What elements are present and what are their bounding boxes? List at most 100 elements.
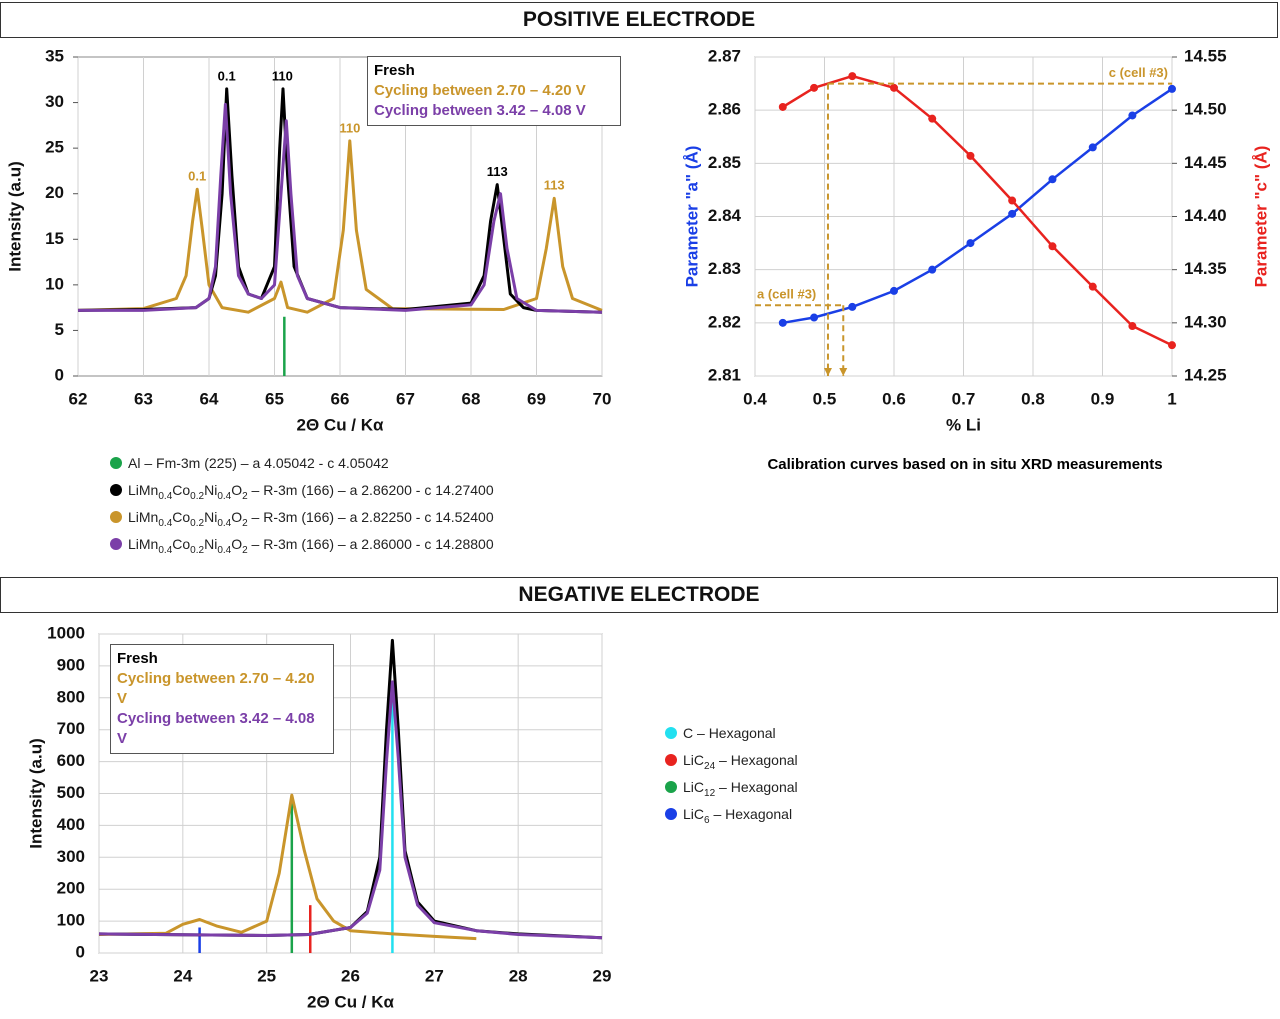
- y2-tick-label: 14.45: [1184, 153, 1227, 172]
- phase-marker: [665, 727, 677, 739]
- formula-part: 12: [704, 787, 716, 799]
- phase-description: – Hexagonal: [709, 806, 793, 822]
- data-point: [928, 265, 937, 274]
- calibration-label: a (cell #3): [757, 287, 816, 302]
- phase-description: – Hexagonal: [693, 725, 776, 741]
- phase-marker: [665, 754, 677, 766]
- phase-description: – R-3m (166) – a 2.86000 - c 14.28800: [247, 536, 494, 552]
- formula-part: 2: [242, 517, 248, 529]
- data-point: [890, 286, 898, 295]
- y2-tick-label: 14.50: [1184, 100, 1227, 119]
- legend-entry: Fresh: [117, 650, 158, 667]
- y-tick-label: 900: [57, 655, 85, 674]
- y-tick-label: 25: [45, 138, 64, 157]
- data-point: [1088, 282, 1097, 291]
- phase-legend: Al – Fm-3m (225) – a 4.05042 - c 4.05042…: [110, 450, 494, 558]
- y-tick-label: 20: [45, 183, 64, 202]
- phase-description: – Hexagonal: [715, 752, 798, 768]
- peak-label: 113: [544, 178, 565, 193]
- data-point: [1048, 175, 1057, 184]
- data-point: [928, 114, 937, 123]
- x-axis-title: % Li: [946, 415, 981, 434]
- x-tick-label: 0.6: [882, 389, 906, 408]
- y2-tick-label: 14.40: [1184, 206, 1227, 225]
- data-point: [778, 102, 787, 111]
- phase-description: – R-3m (166) – a 2.86200 - c 14.27400: [247, 482, 494, 498]
- data-point: [1128, 322, 1137, 331]
- x-tick-label: 0.9: [1091, 389, 1115, 408]
- formula-part: 6: [704, 814, 710, 826]
- y-axis-title: Intensity (a.u): [26, 738, 45, 849]
- y-tick-label: 300: [57, 847, 85, 866]
- y-tick-label: 200: [57, 879, 85, 898]
- formula-part: Ni: [204, 482, 218, 498]
- x-tick-label: 64: [200, 389, 219, 408]
- x-tick-label: 28: [509, 966, 528, 985]
- y2-tick-label: 14.35: [1184, 259, 1227, 278]
- formula-part: 0.2: [190, 544, 205, 556]
- y-tick-label: 2.82: [708, 312, 741, 331]
- y-tick-label: 30: [45, 92, 64, 111]
- x-tick-label: 62: [69, 389, 88, 408]
- legend-entry: Fresh: [374, 62, 415, 79]
- phase-entry: LiC24 – Hexagonal: [665, 747, 798, 774]
- formula-part: Co: [172, 482, 191, 498]
- series-line: [77, 139, 603, 314]
- peak-label: 110: [272, 68, 293, 83]
- x-tick-label: 67: [396, 389, 415, 408]
- formula-part: Ni: [204, 536, 218, 552]
- x-tick-label: 70: [593, 389, 612, 408]
- x-tick-label: 63: [134, 389, 153, 408]
- formula-part: 0.4: [217, 517, 232, 529]
- x-tick-label: 26: [341, 966, 360, 985]
- y-tick-label: 1000: [47, 623, 85, 642]
- phase-marker: [665, 781, 677, 793]
- peak-label: 0.1: [188, 169, 206, 184]
- calibration-arrow: [823, 368, 832, 376]
- y-tick-label: 2.84: [708, 206, 742, 225]
- peak-label: 0.1: [218, 68, 236, 83]
- formula-part: Co: [172, 509, 191, 525]
- x-tick-label: 25: [257, 966, 276, 985]
- data-point: [848, 72, 857, 81]
- x-tick-label: 0.8: [1021, 389, 1045, 408]
- data-point: [810, 313, 819, 322]
- y-tick-label: 5: [55, 320, 64, 339]
- formula-part: O: [231, 536, 243, 552]
- data-point: [1168, 84, 1176, 93]
- legend-entry: Cycling between 2.70 – 4.20 V: [374, 82, 586, 99]
- series-line: [98, 680, 603, 940]
- data-point: [890, 83, 898, 92]
- formula-part: 0.4: [158, 517, 173, 529]
- x-tick-label: 1: [1167, 389, 1176, 408]
- y-tick-label: 600: [57, 751, 85, 770]
- phase-entry: LiMn0.4Co0.2Ni0.4O2 – R-3m (166) – a 2.8…: [110, 531, 494, 558]
- formula-part: O: [231, 482, 243, 498]
- y-tick-label: 100: [57, 911, 85, 930]
- peak-label: 110: [339, 120, 360, 135]
- data-point: [1128, 111, 1137, 120]
- phase-marker: [110, 538, 122, 550]
- y2-tick-label: 14.25: [1184, 365, 1227, 384]
- formula-part: LiC: [683, 752, 705, 768]
- y2-axis-title: Parameter "c" (Å): [1251, 146, 1270, 288]
- x-tick-label: 29: [593, 966, 612, 985]
- caption: Calibration curves based on in situ XRD …: [767, 456, 1163, 473]
- formula-part: Co: [172, 536, 191, 552]
- y-tick-label: 700: [57, 719, 85, 738]
- calibration-arrow: [839, 368, 848, 376]
- phase-description: – R-3m (166) – a 2.82250 - c 14.52400: [247, 509, 494, 525]
- formula-part: LiMn: [128, 536, 159, 552]
- y2-tick-label: 14.30: [1184, 312, 1227, 331]
- formula-part: 0.4: [158, 490, 173, 502]
- formula-part: Ni: [204, 509, 218, 525]
- y-tick-label: 15: [45, 229, 64, 248]
- formula-part: LiC: [683, 779, 705, 795]
- legend-entry: Cycling between 2.70 – 4.20 V: [117, 670, 315, 707]
- series-line: [78, 102, 603, 314]
- formula-part: 2: [242, 490, 248, 502]
- formula-part: 0.2: [190, 517, 205, 529]
- data-point: [1008, 209, 1017, 218]
- data-point: [848, 302, 857, 311]
